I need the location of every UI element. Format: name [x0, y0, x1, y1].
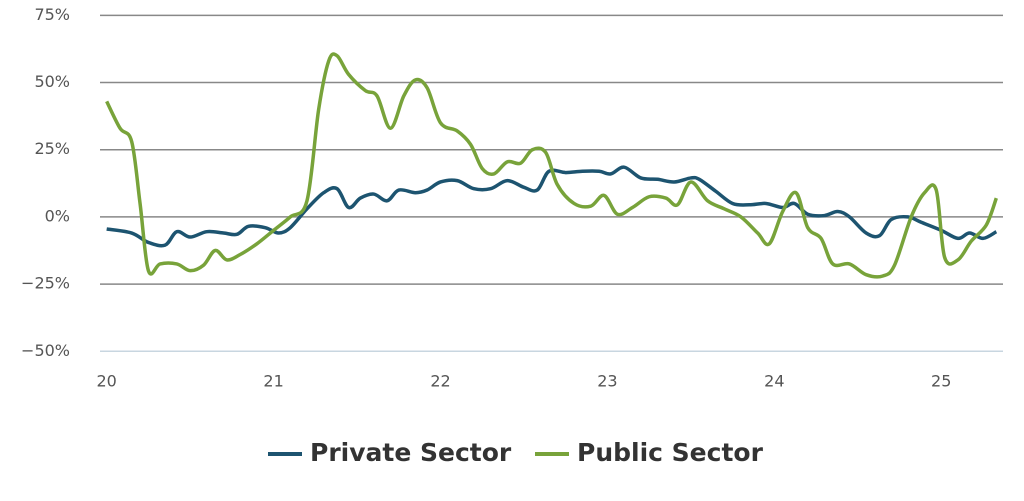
line	[106, 165, 998, 248]
x-tick-label: 20	[96, 372, 116, 391]
y-tick-label: 0%	[45, 206, 70, 225]
y-tick-label: −25%	[21, 274, 70, 293]
y-tick-label: 25%	[34, 139, 70, 158]
line	[105, 52, 998, 279]
x-tick-label: 24	[764, 372, 784, 391]
y-tick-label: 50%	[34, 72, 70, 91]
y-tick-label: 75%	[34, 5, 70, 24]
y-tick-label: −50%	[21, 341, 70, 360]
x-tick-label: 25	[931, 372, 951, 391]
legend-label: Private Sector	[310, 438, 512, 467]
x-tick-label: 23	[597, 372, 617, 391]
x-tick-label: 21	[263, 372, 283, 391]
x-tick-label: 22	[430, 372, 450, 391]
legend-label: Public Sector	[577, 438, 764, 467]
